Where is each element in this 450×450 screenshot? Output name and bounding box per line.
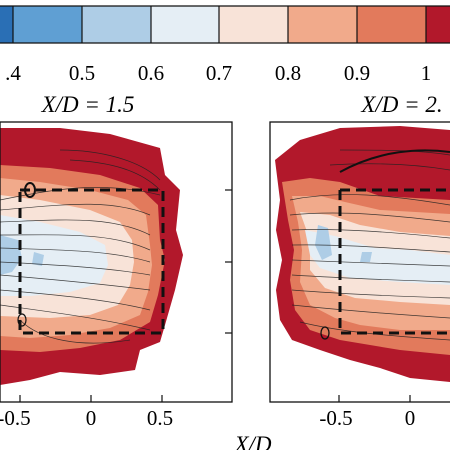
colorbar: .4 0.5 0.6 0.7 0.8 0.9 1 [0,5,450,85]
dashed-box-right [338,188,450,335]
colorbar-segment [0,6,13,43]
colorbar-tick-label: 0.8 [275,61,301,85]
colorbar-segment [151,6,219,43]
colorbar-segment [288,6,357,43]
contour-field-right [275,126,450,382]
colorbar-segment [82,6,151,43]
colorbar-tick-label: .4 [5,61,21,85]
panel-right: -0.5 0 [269,121,450,430]
x-tick-label: -0.5 [0,406,31,430]
x-tick-label: 0.5 [147,406,173,430]
x-axis-label: X/D [233,432,271,450]
colorbar-tick-label: 1 [421,61,432,85]
colorbar-segment [357,6,426,43]
colorbar-tick-label: 0.6 [138,61,164,85]
colorbar-tick-label: 0.9 [344,61,370,85]
colorbar-tick-label: 0.7 [206,61,232,85]
colorbar-segment [426,6,450,43]
contour-field-left [0,128,183,385]
colorbar-tick-label: 0.5 [69,61,95,85]
x-tick-label: 0 [405,406,416,430]
x-tick-label: 0 [86,406,97,430]
panel-right-title: X/D = 2. [360,92,442,117]
x-tick-label: -0.5 [319,406,352,430]
panel-left: -0.5 0 0.5 [0,121,233,430]
colorbar-segment [13,6,82,43]
colorbar-segment [219,6,288,43]
panel-left-title: X/D = 1.5 [41,92,135,117]
